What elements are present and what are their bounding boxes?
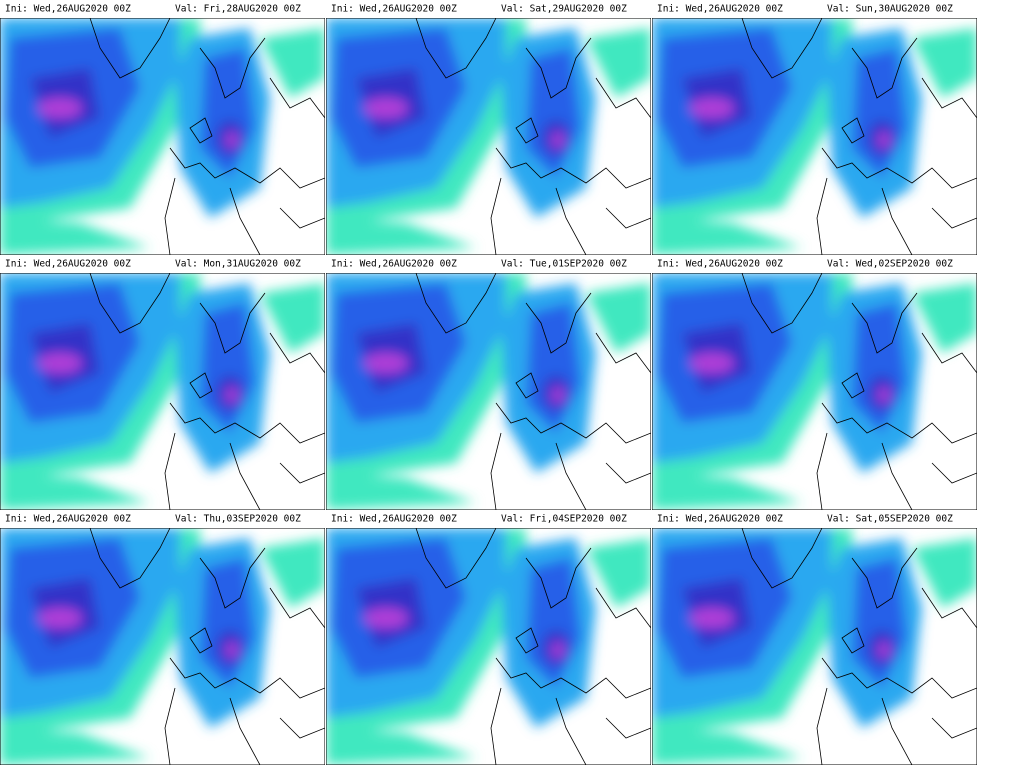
init-time: Ini: Wed,26AUG2020 00Z	[331, 4, 457, 15]
valid-time: Val: Fri,28AUG2020 00Z	[175, 4, 301, 15]
forecast-map	[0, 18, 325, 255]
valid-time: Val: Mon,31AUG2020 00Z	[175, 259, 301, 270]
valid-time: Val: Tue,01SEP2020 00Z	[501, 259, 627, 270]
init-time: Ini: Wed,26AUG2020 00Z	[5, 4, 131, 15]
init-time: Ini: Wed,26AUG2020 00Z	[657, 259, 783, 270]
forecast-map	[652, 273, 977, 510]
valid-time: Val: Fri,04SEP2020 00Z	[501, 514, 627, 525]
init-time: Ini: Wed,26AUG2020 00Z	[331, 259, 457, 270]
valid-time: Val: Wed,02SEP2020 00Z	[827, 259, 953, 270]
forecast-map	[652, 18, 977, 255]
init-time: Ini: Wed,26AUG2020 00Z	[657, 4, 783, 15]
forecast-map	[0, 273, 325, 510]
forecast-map	[0, 528, 325, 765]
init-time: Ini: Wed,26AUG2020 00Z	[5, 514, 131, 525]
init-time: Ini: Wed,26AUG2020 00Z	[5, 259, 131, 270]
valid-time: Val: Sat,05SEP2020 00Z	[827, 514, 953, 525]
init-time: Ini: Wed,26AUG2020 00Z	[331, 514, 457, 525]
forecast-map	[326, 18, 651, 255]
forecast-map	[326, 528, 651, 765]
forecast-map	[326, 273, 651, 510]
init-time: Ini: Wed,26AUG2020 00Z	[657, 514, 783, 525]
valid-time: Val: Sun,30AUG2020 00Z	[827, 4, 953, 15]
valid-time: Val: Thu,03SEP2020 00Z	[175, 514, 301, 525]
forecast-map	[652, 528, 977, 765]
valid-time: Val: Sat,29AUG2020 00Z	[501, 4, 627, 15]
